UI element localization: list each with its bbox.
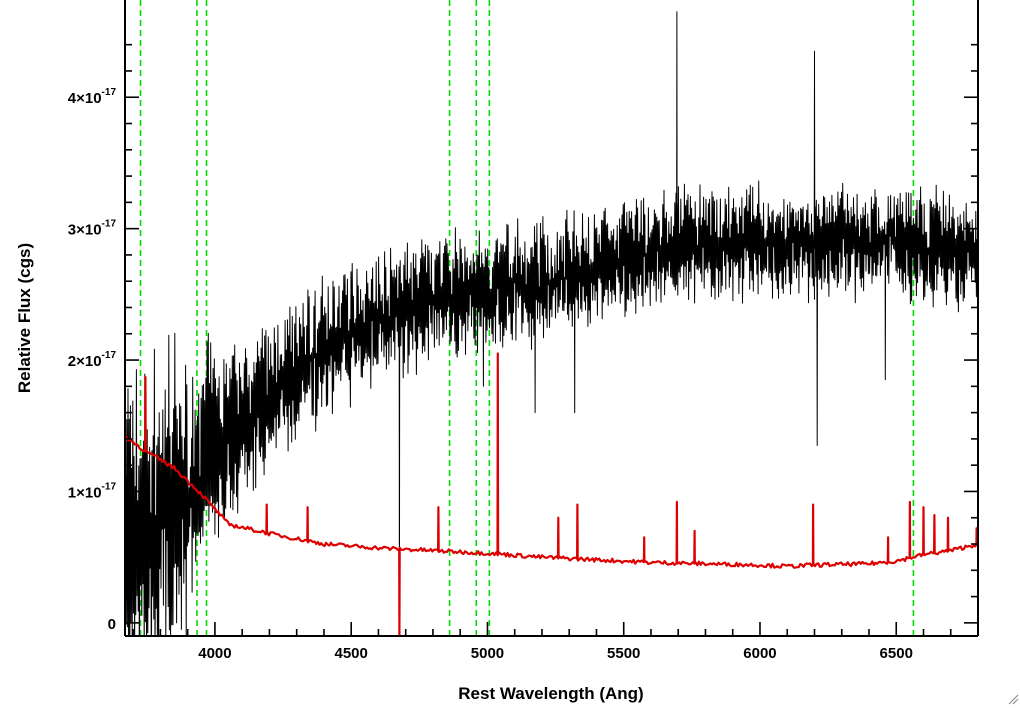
x-tick-label: 6000 <box>743 645 776 662</box>
x-tick-label: 4500 <box>335 645 368 662</box>
x-tick-label: 5500 <box>607 645 640 662</box>
left-margin-mask <box>0 0 125 706</box>
x-tick-label: 4000 <box>198 645 231 662</box>
y-tick-label: 0 <box>108 616 116 633</box>
spectrum-observed-line <box>124 11 979 697</box>
y-tick-label: 3×10-17 <box>68 219 117 239</box>
y-tick-label: 2×10-17 <box>68 350 117 370</box>
y-axis-title: Relative Flux (cgs) <box>15 243 34 393</box>
x-tick-label: 6500 <box>880 645 913 662</box>
y-tick-label: 1×10-17 <box>68 481 117 501</box>
emission-line-markers <box>139 0 915 636</box>
y-tick-label: 4×10-17 <box>68 87 117 107</box>
right-margin-mask <box>978 0 1020 706</box>
spectrum-model-line <box>124 352 978 638</box>
spectra <box>124 11 979 697</box>
x-axis-title: Rest Wavelength (Ang) <box>458 684 643 703</box>
resize-grip-icon <box>1008 694 1019 705</box>
tick-labels: 4000 4500 5000 5500 6000 6500 0 1×10-17 2×10-17 3… <box>68 87 913 662</box>
x-tick-label: 5000 <box>471 645 504 662</box>
bottom-margin-mask <box>0 636 1020 706</box>
